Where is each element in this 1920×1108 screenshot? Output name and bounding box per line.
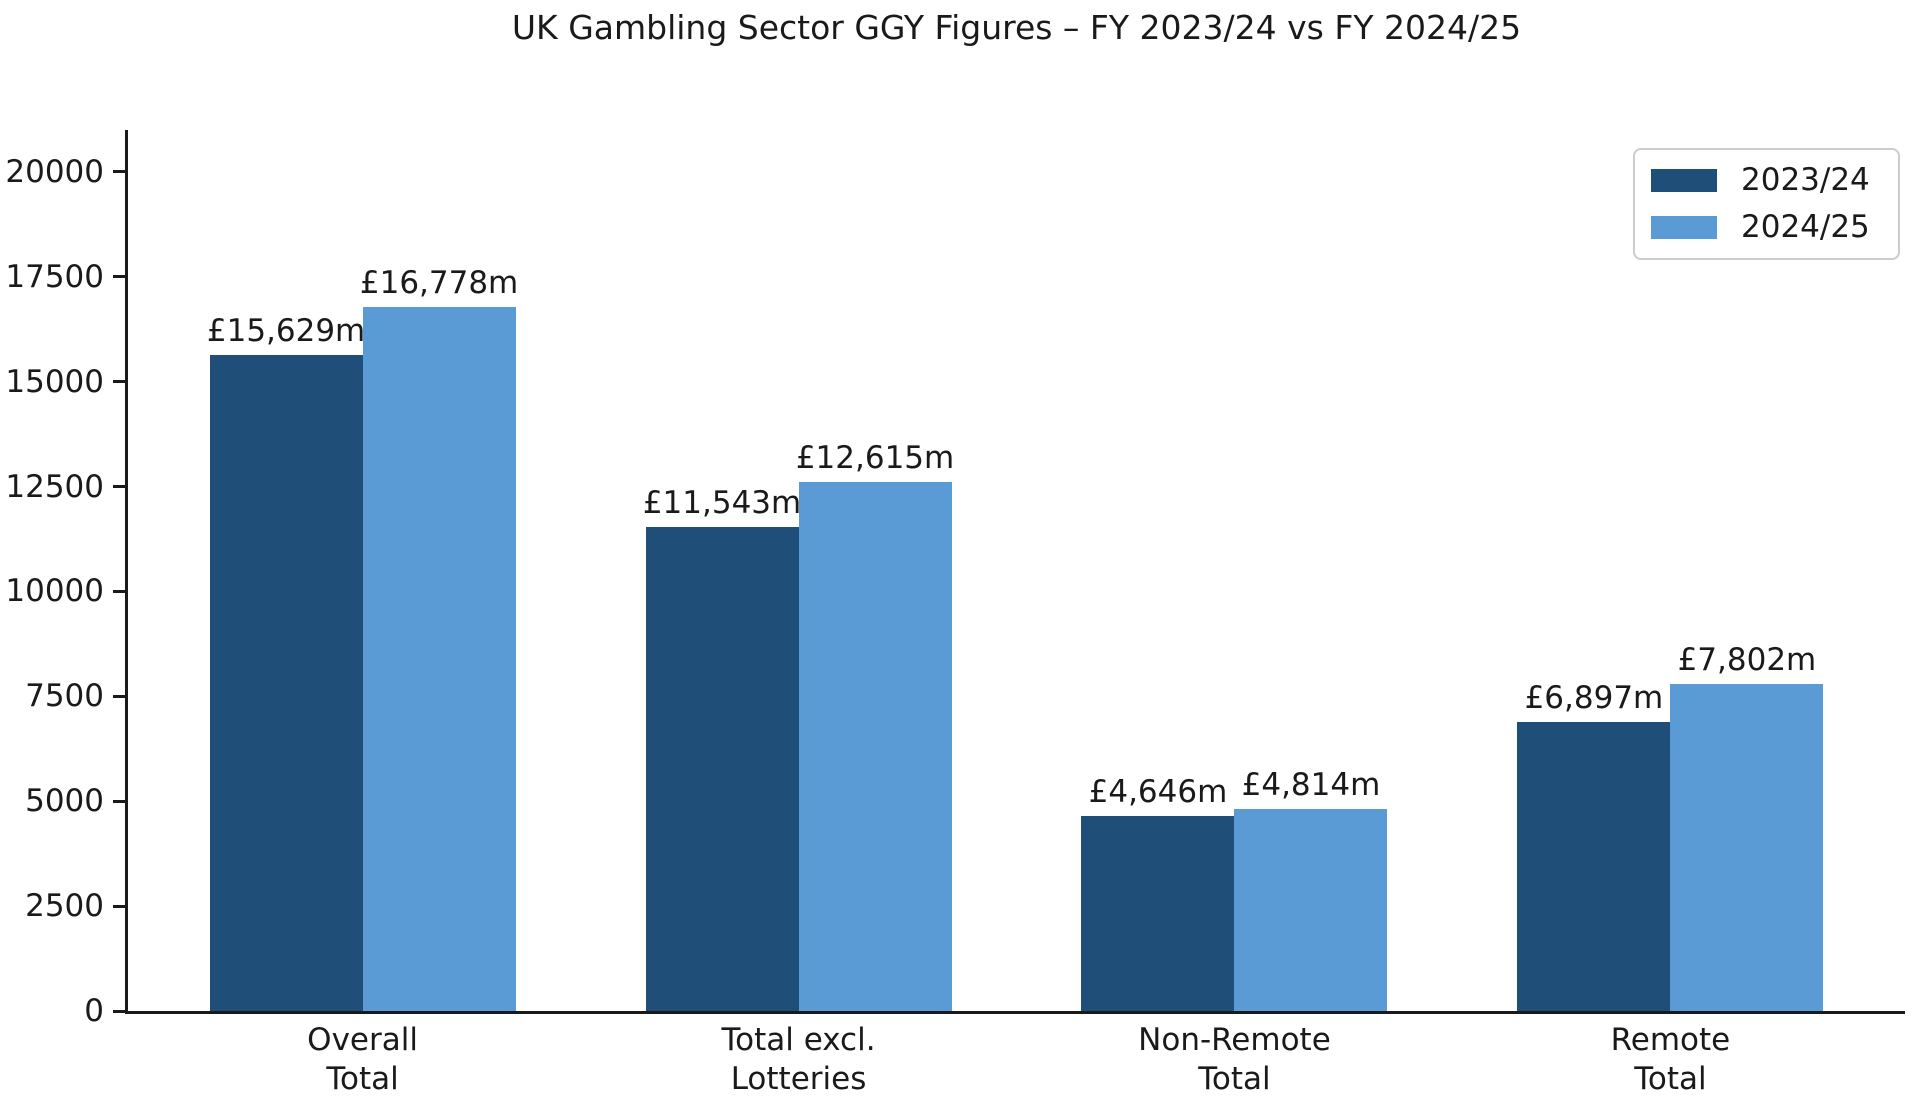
chart-title: UK Gambling Sector GGY Figures – FY 2023… xyxy=(511,8,1522,47)
y-tick-label: 7500 xyxy=(25,678,104,715)
bar-2023-24 xyxy=(1517,721,1671,1011)
bar-value-label: £7,802m xyxy=(1677,641,1817,678)
bar-value-label: £6,897m xyxy=(1524,679,1664,716)
y-axis-spine xyxy=(125,130,128,1014)
bar-value-label: £4,646m xyxy=(1088,774,1228,810)
plot-area: 0 2500 5000 7500 10000 12500 15000 17500 20000 £1… xyxy=(5,130,1905,1097)
legend-swatch xyxy=(1651,216,1717,240)
y-tick-label: 20000 xyxy=(5,153,104,190)
bar-2023-24 xyxy=(209,355,363,1011)
y-tick-label: 17500 xyxy=(5,258,104,295)
bar-2024-25 xyxy=(798,481,952,1011)
bar-2023-24 xyxy=(1081,816,1235,1011)
bar-2024-25 xyxy=(1670,683,1824,1011)
y-tick-label: 12500 xyxy=(5,468,104,505)
x-category-label: Total excl. Lotteries xyxy=(721,1022,876,1097)
bar-value-label: £11,543m xyxy=(642,484,802,521)
y-tick xyxy=(113,380,125,384)
legend-item: 2024/25 xyxy=(1651,209,1882,246)
x-category-label: Non-Remote Total xyxy=(1138,1022,1331,1097)
y-tick xyxy=(113,904,125,908)
x-category-label: Overall Total xyxy=(307,1022,418,1097)
bar-value-label: £12,615m xyxy=(795,439,955,476)
bar-2024-25 xyxy=(1234,809,1388,1011)
bar-value-label: £15,629m xyxy=(206,313,366,350)
y-tick-label: 10000 xyxy=(5,573,104,610)
y-tick xyxy=(113,275,125,279)
y-tick-label: 2500 xyxy=(25,888,104,925)
y-tick-label: 5000 xyxy=(25,783,104,820)
legend-label: 2023/24 xyxy=(1741,162,1870,198)
y-tick-label: 15000 xyxy=(5,363,104,400)
y-tick xyxy=(113,485,125,489)
legend: 2023/24 2024/25 xyxy=(1633,148,1900,261)
x-axis-spine xyxy=(125,1011,1905,1014)
y-tick xyxy=(113,170,125,174)
legend-item: 2023/24 xyxy=(1651,162,1882,199)
bar-2024-25 xyxy=(362,307,516,1011)
bar-value-label: £4,814m xyxy=(1241,766,1381,803)
bar-value-label: £16,778m xyxy=(359,265,519,302)
legend-label: 2024/25 xyxy=(1741,209,1870,246)
x-category-label: Remote Total xyxy=(1610,1022,1731,1097)
y-tick xyxy=(113,799,125,803)
y-tick-label: 0 xyxy=(84,992,104,1029)
y-tick xyxy=(113,694,125,698)
y-tick xyxy=(113,1009,125,1013)
y-tick xyxy=(113,589,125,593)
legend-swatch xyxy=(1651,169,1717,193)
bar-2023-24 xyxy=(645,526,799,1011)
